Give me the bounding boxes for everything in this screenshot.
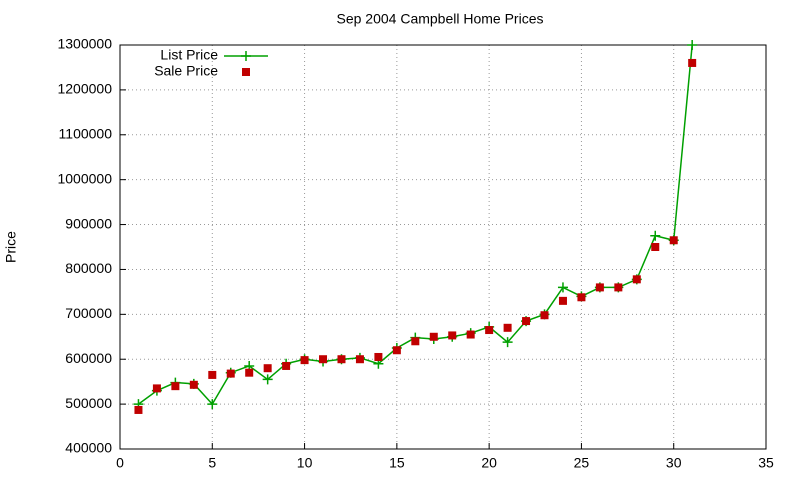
y-tick-label: 600000	[65, 350, 112, 366]
y-tick-label: 500000	[65, 395, 112, 411]
x-tick-label: 5	[208, 455, 216, 471]
point	[152, 384, 161, 393]
point	[189, 380, 198, 389]
x-tick-label: 10	[297, 455, 313, 471]
point	[540, 311, 549, 320]
point	[207, 399, 218, 410]
series-line	[138, 44, 693, 406]
y-tick-label: 700000	[65, 305, 112, 321]
y-tick-label: 400000	[65, 440, 112, 456]
point	[503, 323, 512, 332]
x-tick-label: 0	[116, 455, 124, 471]
x-tick-label: 15	[389, 455, 405, 471]
point	[319, 355, 328, 364]
point	[411, 337, 420, 346]
legend-label: List Price	[160, 47, 218, 63]
plot-frame	[119, 44, 767, 450]
y-tick-label: 900000	[65, 215, 112, 231]
point	[448, 331, 457, 340]
point	[245, 368, 254, 377]
point	[485, 326, 494, 335]
legend-marker	[242, 68, 250, 76]
y-tick-label: 1000000	[57, 170, 112, 186]
point	[466, 330, 475, 339]
point	[134, 405, 143, 414]
point	[374, 352, 383, 361]
y-axis-label: Price	[3, 231, 19, 263]
chart-title: Sep 2004 Campbell Home Prices	[337, 11, 544, 27]
legend-marker	[241, 51, 251, 61]
point	[557, 282, 568, 293]
point	[558, 296, 567, 305]
point	[632, 275, 641, 284]
point	[208, 370, 217, 379]
point	[355, 355, 364, 364]
point	[429, 332, 438, 341]
legend-label: Sale Price	[154, 63, 218, 79]
point	[262, 374, 273, 385]
x-tick-label: 35	[758, 455, 774, 471]
y-tick-label: 1300000	[57, 36, 112, 52]
point	[392, 346, 401, 355]
point	[171, 382, 180, 391]
point	[337, 355, 346, 364]
point	[614, 283, 623, 292]
y-tick-label: 1100000	[59, 125, 113, 141]
y-tick-label: 800000	[65, 260, 112, 276]
point	[577, 293, 586, 302]
y-tick-label: 1200000	[57, 81, 112, 97]
x-tick-label: 20	[481, 455, 497, 471]
point	[300, 356, 309, 365]
point	[669, 236, 678, 245]
point	[687, 40, 698, 50]
point	[688, 58, 697, 67]
point	[226, 369, 235, 378]
point	[650, 230, 661, 241]
point	[595, 283, 604, 292]
x-tick-label: 25	[574, 455, 590, 471]
x-tick-label: 30	[666, 455, 682, 471]
point	[263, 364, 272, 373]
point	[651, 243, 660, 251]
point	[522, 317, 531, 326]
point	[282, 361, 291, 370]
point	[502, 337, 513, 348]
